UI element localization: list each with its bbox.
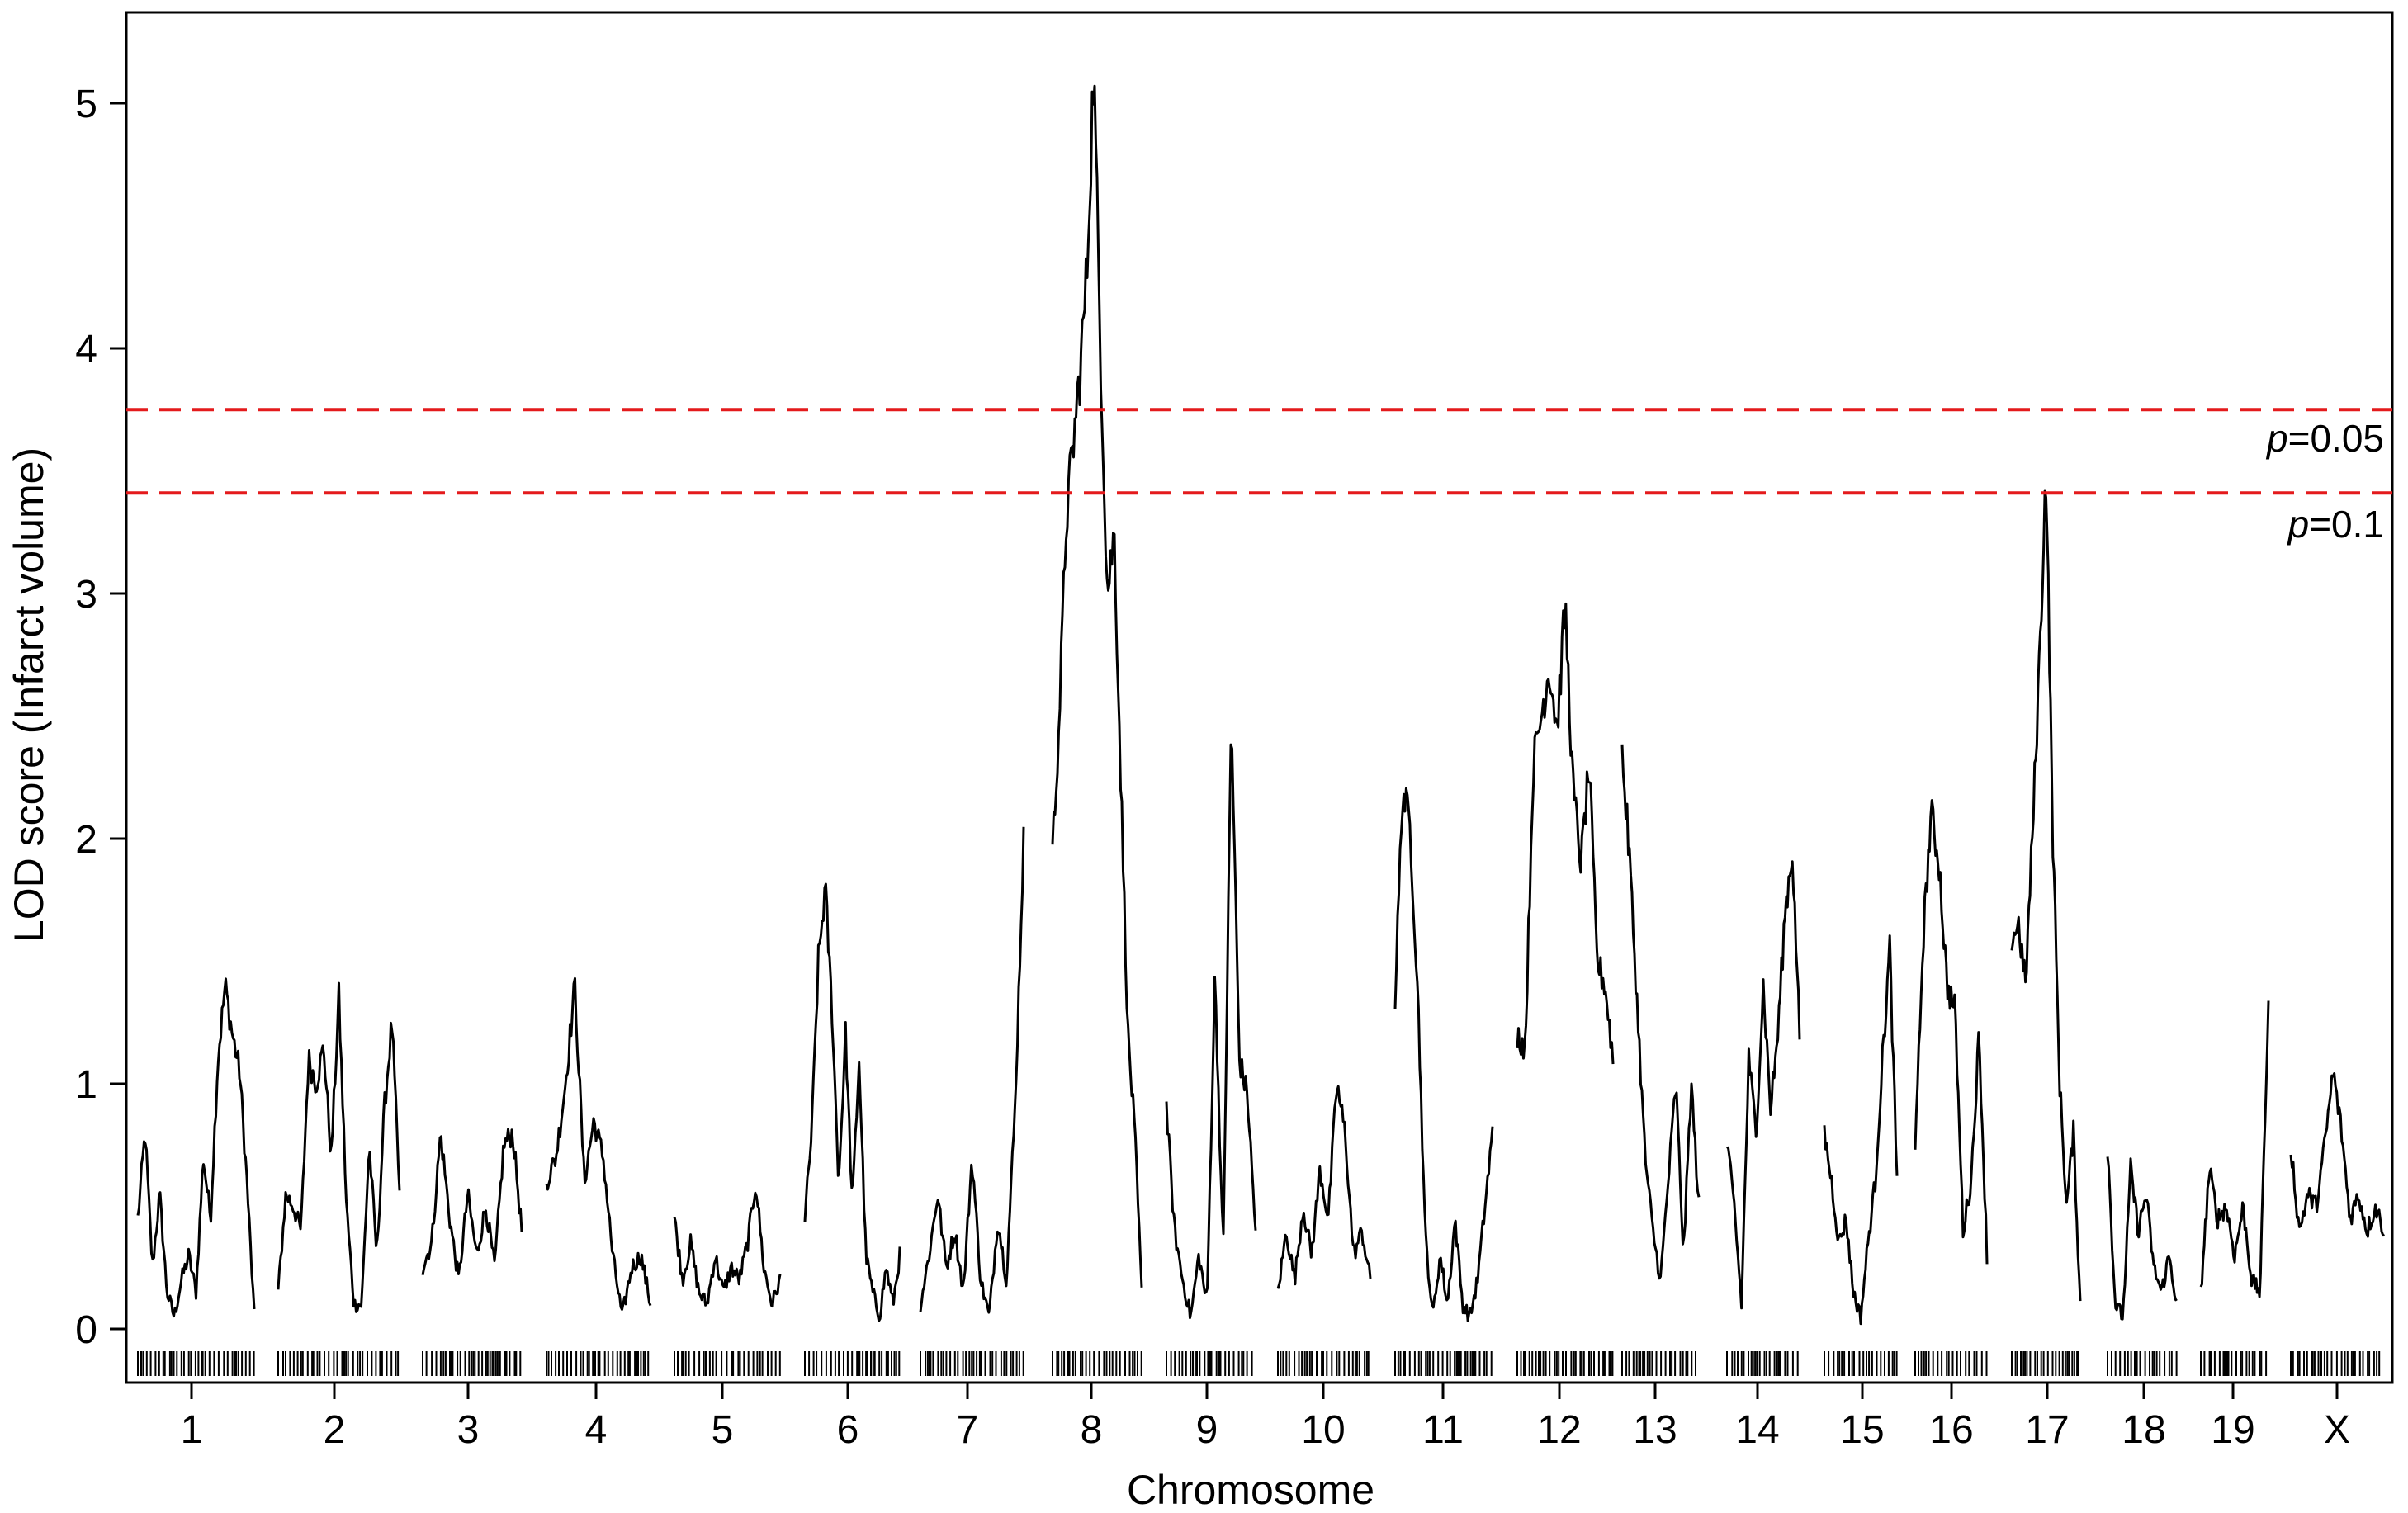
lod-curve-chr-3 (421, 1128, 523, 1275)
lod-curve-chr-1 (136, 977, 256, 1318)
lod-curve-chr-15 (1823, 934, 1899, 1326)
marker-rug-chr-1 (137, 1351, 255, 1376)
lod-curve-chr-13 (1620, 744, 1701, 1280)
lod-curve-chr-12 (1516, 602, 1615, 1065)
marker-rug-chr-8 (1052, 1351, 1142, 1376)
x-tick-label: 11 (1422, 1408, 1464, 1452)
x-tick-label: 12 (1537, 1408, 1581, 1452)
x-tick-label: 2 (324, 1408, 346, 1452)
x-tick-label: 3 (457, 1408, 480, 1452)
lod-curve-chr-4 (545, 976, 652, 1311)
x-tick-label: 9 (1196, 1408, 1218, 1452)
marker-rug-chr-3 (422, 1351, 522, 1376)
plot-frame (125, 11, 2394, 1384)
y-tick-label: 3 (75, 573, 97, 617)
y-tick-label: 1 (75, 1063, 97, 1107)
threshold-label: p=0.05 (2265, 417, 2384, 460)
marker-rug-chr-13 (1621, 1351, 1696, 1376)
x-tick-label: 16 (1929, 1408, 1973, 1452)
x-tick-label: 4 (585, 1408, 608, 1452)
marker-rug-chr-16 (1914, 1351, 1988, 1376)
y-axis: 0 1 2 3 4 5 (75, 83, 126, 1352)
x-tick-label: 8 (1081, 1408, 1103, 1452)
marker-rug-chr-7 (920, 1351, 1024, 1376)
lod-curve-chr-17 (2010, 489, 2082, 1302)
lod-curve-chr-11 (1393, 787, 1494, 1322)
y-tick-label: 5 (75, 83, 97, 126)
y-tick-label: 4 (75, 328, 97, 371)
significance-thresholds: p=0.05 p=0.1 (126, 408, 2392, 546)
lod-curve-chr-19 (2199, 1000, 2270, 1298)
x-tick-label: 5 (712, 1408, 734, 1452)
x-tick-label: 6 (837, 1408, 859, 1452)
x-axis-title: Chromosome (1127, 1467, 1374, 1513)
x-axis: 1 2 3 4 5 6 7 8 9 10 11 12 13 14 15 16 17 18 19 X (181, 1383, 2350, 1452)
marker-rug-chr-9 (1166, 1351, 1253, 1376)
y-tick-label: 2 (75, 818, 97, 862)
lod-curve-chr-6 (803, 882, 901, 1322)
marker-rug-chr-18 (2107, 1351, 2178, 1376)
lod-curve-chr-2 (277, 981, 401, 1313)
marker-rug-chr-14 (1726, 1351, 1799, 1376)
lod-curve-chr-10 (1276, 1085, 1372, 1289)
marker-rug-chr-10 (1277, 1351, 1370, 1376)
x-tick-label: 19 (2211, 1408, 2254, 1452)
marker-rug-chr-X (2290, 1351, 2381, 1376)
lod-curve-chr-X (2289, 1072, 2386, 1238)
x-tick-label: 17 (2025, 1408, 2069, 1452)
marker-rug-chr-2 (277, 1351, 400, 1376)
marker-rug-chr-19 (2200, 1351, 2268, 1376)
marker-rug-chr-17 (2011, 1351, 2079, 1376)
marker-rug-chr-5 (674, 1351, 781, 1376)
lod-curves (136, 84, 2386, 1326)
marker-rug-chr-12 (1516, 1351, 1614, 1376)
lod-curve-chr-14 (1726, 860, 1801, 1310)
marker-rug-chr-6 (804, 1351, 901, 1376)
lod-curve-chr-16 (1914, 799, 1989, 1265)
y-tick-label: 0 (75, 1308, 97, 1352)
y-axis-title: LOD score (Infarct volume) (6, 447, 52, 943)
x-tick-label: 18 (2122, 1408, 2165, 1452)
lod-curve-chr-5 (673, 1191, 782, 1308)
x-tick-label: 1 (181, 1408, 203, 1452)
lod-curve-chr-9 (1165, 743, 1257, 1320)
lod-curve-chr-8 (1051, 84, 1143, 1288)
lod-curve-chr-18 (2106, 1156, 2178, 1321)
marker-rug-chr-11 (1394, 1351, 1493, 1376)
marker-rug-chr-15 (1824, 1351, 1898, 1376)
marker-rug (137, 1351, 2381, 1376)
marker-rug-chr-4 (546, 1351, 650, 1376)
threshold-label: p=0.1 (2287, 503, 2384, 546)
x-tick-label: 10 (1301, 1408, 1345, 1452)
x-tick-label: 14 (1735, 1408, 1779, 1452)
lod-curve-chr-7 (919, 826, 1025, 1314)
x-tick-label: 15 (1840, 1408, 1884, 1452)
x-tick-label: 7 (957, 1408, 979, 1452)
x-tick-label: 13 (1633, 1408, 1677, 1452)
x-tick-label: X (2324, 1408, 2350, 1452)
